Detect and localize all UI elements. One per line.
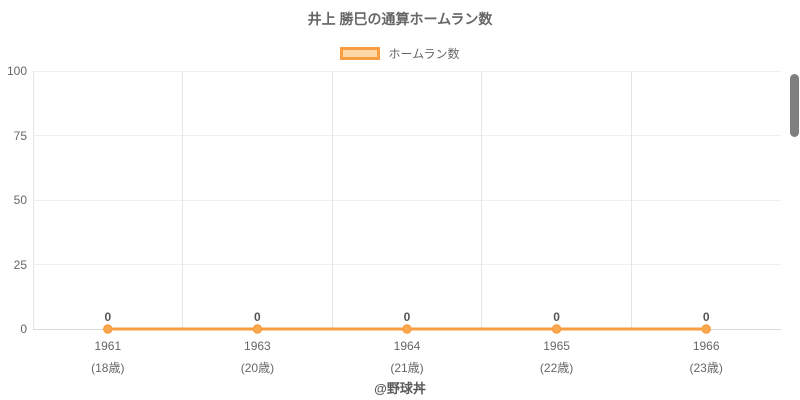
x-axis-year-label: 1966: [692, 339, 720, 353]
x-axis-year-label: 1961: [94, 339, 122, 353]
data-point-marker[interactable]: [551, 324, 562, 334]
y-axis-tick-label: 25: [13, 257, 27, 272]
data-point-label: 0: [553, 310, 560, 324]
x-axis-year-label: 1963: [244, 339, 271, 353]
legend-item-homeruns[interactable]: ホームラン数: [340, 45, 460, 62]
data-point-marker[interactable]: [402, 324, 412, 334]
y-axis-tick-label: 50: [13, 193, 27, 207]
x-axis-year-label: 1965: [543, 339, 570, 353]
x-axis-age-label: (20歳): [240, 361, 275, 375]
data-point-label: 0: [702, 310, 710, 324]
data-point-label: 0: [254, 310, 261, 324]
y-axis-tick-label: 0: [20, 322, 27, 336]
gridline-vertical: [331, 71, 333, 329]
legend: ホームラン数: [0, 45, 800, 62]
gridline-horizontal: [33, 264, 781, 265]
gridline-vertical: [182, 71, 184, 329]
chart-title: 井上 勝巳の通算ホームラン数: [307, 11, 493, 27]
gridline-horizontal: [33, 70, 781, 72]
gridline-vertical: [481, 71, 483, 329]
footer-credit: @野球丼: [374, 381, 426, 396]
data-point-label: 0: [403, 310, 411, 324]
y-axis-tick-label: 100: [6, 64, 27, 78]
gridline-vertical: [32, 71, 34, 329]
scrollbar-thumb[interactable]: [790, 74, 799, 137]
x-axis-age-label: (21歳): [390, 361, 424, 375]
x-axis-age-label: (22歳): [539, 361, 574, 375]
y-axis-tick-label: 75: [13, 128, 27, 143]
data-point-marker[interactable]: [252, 324, 263, 334]
gridline-vertical: [630, 71, 632, 329]
x-axis-year-label: 1964: [393, 339, 421, 353]
gridline-horizontal: [33, 199, 781, 201]
data-point-label: 0: [104, 310, 112, 324]
gridline-horizontal: [33, 135, 781, 136]
legend-label: ホームラン数: [388, 47, 460, 61]
x-axis-age-label: (23歳): [689, 361, 723, 375]
data-point-marker[interactable]: [103, 324, 113, 334]
x-axis-age-label: (18歳): [91, 361, 125, 375]
legend-swatch: [340, 47, 381, 60]
data-point-marker[interactable]: [701, 324, 711, 334]
